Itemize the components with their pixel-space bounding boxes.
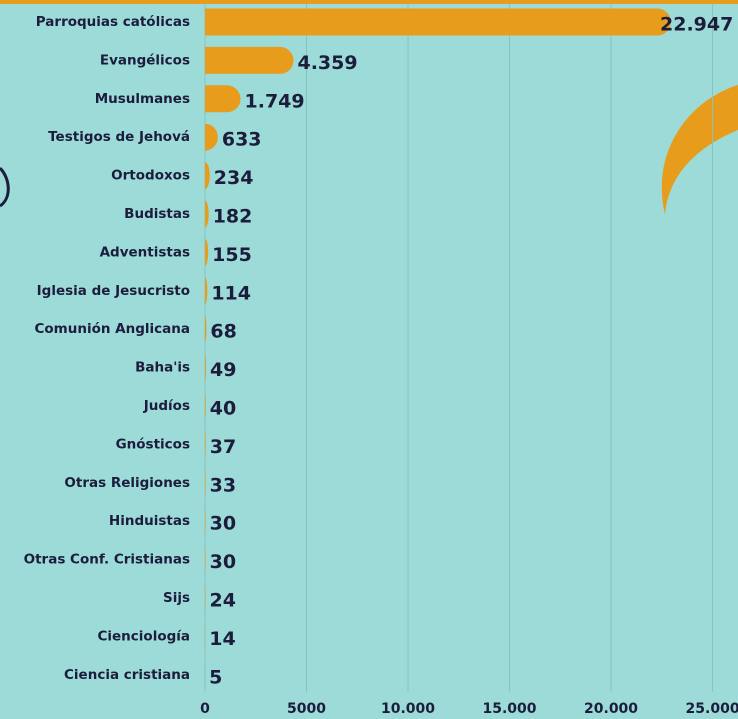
value-label: 30 <box>210 513 236 535</box>
x-tick-label: 25.000 <box>686 701 738 717</box>
value-label: 37 <box>210 436 236 458</box>
x-tick-label: 10.000 <box>381 701 435 717</box>
category-label: Ortodoxos <box>111 168 190 184</box>
value-label: 40 <box>210 398 236 420</box>
chart: 0 5000 10.000 15.000 20.000 25.000 Parroquias … <box>0 0 738 719</box>
bar <box>205 431 206 458</box>
value-label: 5 <box>209 666 222 688</box>
decoration <box>0 168 8 206</box>
category-label: Ciencia cristiana <box>64 667 190 683</box>
bar <box>205 9 671 36</box>
bar <box>205 354 206 381</box>
category-label: Sijs <box>163 590 190 606</box>
bar <box>205 469 206 496</box>
value-label: 24 <box>209 590 235 612</box>
value-label: 114 <box>211 282 251 304</box>
bar <box>205 239 208 266</box>
x-tick-label: 15.000 <box>483 701 537 717</box>
bar <box>205 162 210 189</box>
category-label: Otras Conf. Cristianas <box>24 552 190 568</box>
value-label: 14 <box>209 628 235 650</box>
category-label: Iglesia de Jesucristo <box>37 283 190 299</box>
value-label: 49 <box>210 359 236 381</box>
category-label: Hinduistas <box>109 513 190 529</box>
bar <box>205 316 206 343</box>
bar <box>205 201 209 228</box>
category-label: Cienciología <box>97 628 190 644</box>
value-label: 4.359 <box>297 52 357 74</box>
bar <box>205 124 218 151</box>
category-label: Judíos <box>143 398 190 414</box>
value-label: 22.947 <box>660 14 733 36</box>
category-label: Adventistas <box>100 244 190 260</box>
category-label: Parroquias católicas <box>36 14 190 30</box>
value-label: 182 <box>213 206 253 228</box>
value-label: 33 <box>210 474 236 496</box>
x-tick-label: 0 <box>200 701 210 717</box>
category-label: Budistas <box>124 206 190 222</box>
bar <box>205 393 206 420</box>
value-label: 68 <box>210 321 236 343</box>
category-label: Evangélicos <box>100 52 190 68</box>
decoration <box>662 85 738 215</box>
bar <box>205 508 206 535</box>
category-label: Musulmanes <box>95 91 190 107</box>
x-tick-label: 5000 <box>287 701 326 717</box>
value-label: 633 <box>222 129 262 151</box>
category-label: Gnósticos <box>116 436 190 452</box>
x-tick-label: 20.000 <box>584 701 638 717</box>
value-label: 155 <box>212 244 252 266</box>
category-label: Testigos de Jehová <box>48 129 190 145</box>
value-label: 234 <box>214 167 254 189</box>
bar <box>205 85 241 112</box>
category-label: Otras Religiones <box>64 475 190 491</box>
bar <box>205 546 206 573</box>
value-label: 30 <box>210 551 236 573</box>
bar <box>205 277 207 304</box>
bar <box>205 47 293 74</box>
category-label: Baha'is <box>135 360 190 376</box>
category-label: Comunión Anglicana <box>35 321 191 337</box>
top-border <box>0 0 738 4</box>
value-label: 1.749 <box>245 90 305 112</box>
